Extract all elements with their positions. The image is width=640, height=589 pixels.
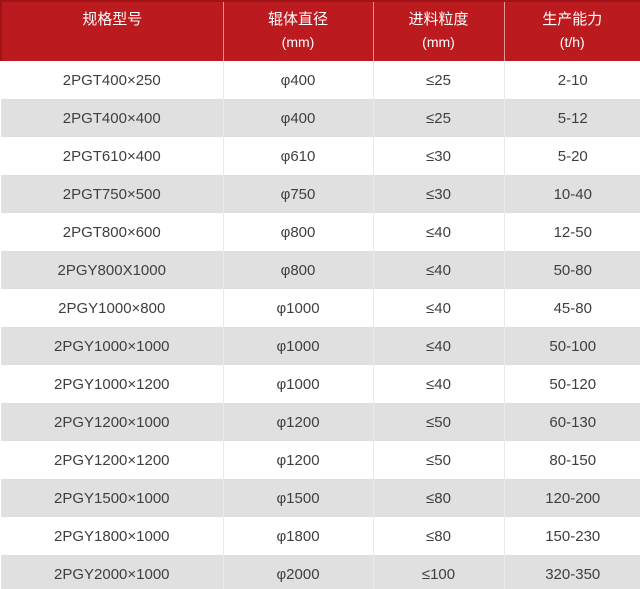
table-row: 2PGT400×400 φ400 ≤25 5-12 (1, 99, 640, 137)
cell-model: 2PGY2000×1000 (1, 555, 224, 589)
cell-capacity: 50-80 (504, 251, 640, 289)
cell-model: 2PGT800×600 (1, 213, 224, 251)
cell-feed-size: ≤40 (373, 251, 505, 289)
table-row: 2PGY1000×800 φ1000 ≤40 45-80 (1, 289, 640, 327)
cell-model: 2PGT400×250 (1, 61, 224, 99)
cell-capacity: 5-12 (504, 99, 640, 137)
table-row: 2PGT800×600 φ800 ≤40 12-50 (1, 213, 640, 251)
cell-capacity: 60-130 (504, 403, 640, 441)
cell-capacity: 150-230 (504, 517, 640, 555)
cell-model: 2PGT400×400 (1, 99, 224, 137)
cell-capacity: 10-40 (504, 175, 640, 213)
cell-diameter: φ1200 (223, 403, 374, 441)
header-roller-diameter-unit: (mm) (281, 34, 315, 50)
cell-capacity: 50-120 (504, 365, 640, 403)
table-row: 2PGY1500×1000 φ1500 ≤80 120-200 (1, 479, 640, 517)
header-feed-size-unit: (mm) (422, 34, 455, 50)
cell-feed-size: ≤25 (373, 99, 505, 137)
cell-feed-size: ≤30 (373, 175, 505, 213)
cell-model: 2PGY1800×1000 (1, 517, 224, 555)
cell-diameter: φ400 (223, 99, 374, 137)
header-roller-diameter-title: 辊体直径 (267, 11, 328, 28)
cell-model: 2PGY1500×1000 (1, 479, 224, 517)
table-row: 2PGY1800×1000 φ1800 ≤80 150-230 (1, 517, 640, 555)
cell-capacity: 45-80 (504, 289, 640, 327)
table-row: 2PGY800X1000 φ800 ≤40 50-80 (1, 251, 640, 289)
cell-model: 2PGY1200×1200 (1, 441, 224, 479)
cell-capacity: 5-20 (504, 137, 640, 175)
cell-model: 2PGY800X1000 (1, 251, 224, 289)
cell-feed-size: ≤50 (373, 403, 505, 441)
cell-capacity: 80-150 (504, 441, 640, 479)
table-row: 2PGY2000×1000 φ2000 ≤100 320-350 (1, 555, 640, 589)
header-model-title: 规格型号 (82, 11, 143, 28)
cell-capacity: 12-50 (504, 213, 640, 251)
cell-diameter: φ750 (223, 175, 374, 213)
cell-diameter: φ2000 (223, 555, 374, 589)
header-row: 规格型号 辊体直径 (mm) 进料粒度 (mm) 生产能力 (t/h) (0, 0, 640, 61)
header-feed-size: 进料粒度 (mm) (373, 0, 505, 61)
cell-model: 2PGY1000×1000 (1, 327, 224, 365)
cell-feed-size: ≤50 (373, 441, 505, 479)
cell-model: 2PGY1000×1200 (1, 365, 224, 403)
cell-feed-size: ≤80 (373, 479, 505, 517)
cell-diameter: φ400 (223, 61, 374, 99)
cell-diameter: φ1000 (223, 365, 374, 403)
cell-capacity: 120-200 (504, 479, 640, 517)
cell-feed-size: ≤100 (373, 555, 505, 589)
cell-feed-size: ≤30 (373, 137, 505, 175)
cell-diameter: φ1500 (223, 479, 374, 517)
table-row: 2PGT400×250 φ400 ≤25 2-10 (1, 61, 640, 99)
header-model: 规格型号 (0, 0, 224, 61)
table-row: 2PGY1200×1200 φ1200 ≤50 80-150 (1, 441, 640, 479)
cell-diameter: φ1800 (223, 517, 374, 555)
cell-feed-size: ≤40 (373, 213, 505, 251)
cell-diameter: φ1000 (223, 327, 374, 365)
cell-capacity: 2-10 (504, 61, 640, 99)
header-capacity-unit: (t/h) (559, 34, 585, 50)
cell-model: 2PGY1200×1000 (1, 403, 224, 441)
cell-feed-size: ≤40 (373, 327, 505, 365)
table-body: 2PGT400×250 φ400 ≤25 2-10 2PGT400×400 φ4… (1, 61, 640, 589)
table-row: 2PGT750×500 φ750 ≤30 10-40 (1, 175, 640, 213)
table-row: 2PGT610×400 φ610 ≤30 5-20 (1, 137, 640, 175)
cell-diameter: φ1200 (223, 441, 374, 479)
cell-diameter: φ800 (223, 213, 374, 251)
table-row: 2PGY1000×1200 φ1000 ≤40 50-120 (1, 365, 640, 403)
cell-diameter: φ1000 (223, 289, 374, 327)
table-row: 2PGY1200×1000 φ1200 ≤50 60-130 (1, 403, 640, 441)
header-roller-diameter: 辊体直径 (mm) (223, 0, 374, 61)
header-feed-size-title: 进料粒度 (408, 11, 469, 28)
cell-diameter: φ610 (223, 137, 374, 175)
cell-model: 2PGT610×400 (1, 137, 224, 175)
cell-capacity: 320-350 (504, 555, 640, 589)
cell-feed-size: ≤25 (373, 61, 505, 99)
cell-feed-size: ≤40 (373, 365, 505, 403)
header-capacity: 生产能力 (t/h) (504, 0, 640, 61)
cell-diameter: φ800 (223, 251, 374, 289)
cell-capacity: 50-100 (504, 327, 640, 365)
cell-feed-size: ≤80 (373, 517, 505, 555)
cell-model: 2PGY1000×800 (1, 289, 224, 327)
table-row: 2PGY1000×1000 φ1000 ≤40 50-100 (1, 327, 640, 365)
cell-model: 2PGT750×500 (1, 175, 224, 213)
cell-feed-size: ≤40 (373, 289, 505, 327)
table-header: 规格型号 辊体直径 (mm) 进料粒度 (mm) 生产能力 (t/h) (0, 0, 640, 61)
header-capacity-title: 生产能力 (542, 11, 603, 28)
